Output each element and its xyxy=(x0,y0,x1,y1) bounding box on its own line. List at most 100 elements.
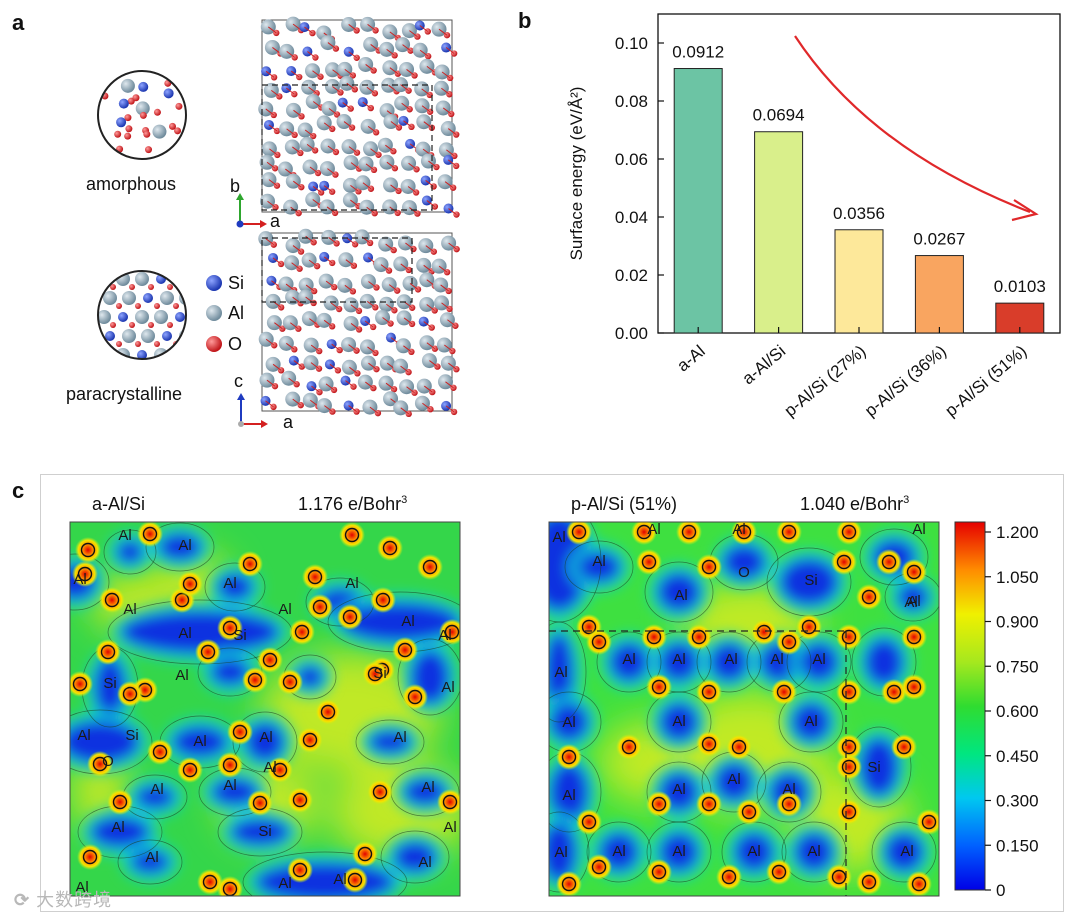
amorphous-label: amorphous xyxy=(86,174,177,194)
dashed-cell-top xyxy=(261,84,433,211)
o-hotspot xyxy=(117,681,143,707)
atom-label: Al xyxy=(812,651,825,668)
o-hotspot xyxy=(776,791,802,817)
low-density-well xyxy=(722,544,766,580)
al-atom xyxy=(360,118,376,134)
bond xyxy=(346,82,356,90)
low-density-well xyxy=(659,702,699,742)
o-atom xyxy=(129,322,135,328)
o-hotspot xyxy=(297,727,323,753)
atom-label: Al xyxy=(724,651,737,668)
o-hotspot xyxy=(87,751,113,777)
bond xyxy=(307,51,316,58)
legend-o-label: O xyxy=(228,334,243,354)
o-hotspot xyxy=(556,744,582,770)
atom-label: Al xyxy=(612,843,625,860)
bond xyxy=(385,243,394,251)
watermark-logo-icon: ⟳ xyxy=(14,890,31,910)
bond xyxy=(346,237,356,245)
bond xyxy=(309,166,319,174)
o-hotspot xyxy=(566,522,592,545)
o-atom-ring xyxy=(781,796,797,812)
bond xyxy=(292,296,301,304)
right-map-title: p-Al/Si (51%) xyxy=(571,494,678,514)
low-density-well xyxy=(609,642,649,682)
bond xyxy=(328,108,338,115)
atom-label: Si xyxy=(804,572,817,589)
map-blobs xyxy=(549,522,937,890)
bond xyxy=(271,280,280,288)
o-atom-ring xyxy=(232,724,248,740)
y-tick-label: 0.00 xyxy=(615,324,648,343)
atom-label: Si xyxy=(373,665,386,682)
o-atom xyxy=(143,130,151,138)
bond xyxy=(447,128,457,135)
low-density-well xyxy=(403,778,447,806)
atom-label: Al xyxy=(393,729,406,746)
o-atom-ring xyxy=(142,526,158,542)
bond xyxy=(312,101,322,108)
o-hotspot xyxy=(556,871,582,896)
o-atom-ring xyxy=(104,592,120,608)
o-atom-ring xyxy=(282,674,298,690)
bond xyxy=(323,256,333,264)
atom-label: Al xyxy=(562,714,575,731)
bond xyxy=(310,362,320,370)
panel-a-structures xyxy=(97,16,460,428)
atom-label: Al xyxy=(418,854,431,871)
bond xyxy=(388,284,398,292)
al-atom xyxy=(122,329,136,343)
low-density-well xyxy=(158,533,202,561)
atom-label: O xyxy=(738,564,750,581)
atom-label: Al xyxy=(554,664,567,681)
o-hotspot xyxy=(227,719,253,745)
bond xyxy=(269,148,278,156)
si-atom xyxy=(118,312,128,322)
atom-label: Al xyxy=(259,729,272,746)
atom-label: Al xyxy=(333,871,346,888)
bond xyxy=(423,385,433,393)
bond xyxy=(422,402,431,410)
bond xyxy=(292,23,302,31)
o-hotspot xyxy=(137,522,163,547)
o-atom-ring xyxy=(906,629,922,645)
low-density-well xyxy=(116,540,144,564)
o-hotspot xyxy=(776,629,802,655)
bond xyxy=(265,70,275,78)
bond xyxy=(305,284,315,292)
o-atom-ring xyxy=(771,864,787,880)
o-hotspot xyxy=(302,564,328,590)
atom-label: Al xyxy=(672,713,685,730)
bond xyxy=(403,301,413,309)
bond xyxy=(345,380,354,388)
o-hotspot xyxy=(901,559,927,585)
atom-label: Al xyxy=(118,527,131,544)
bond xyxy=(271,89,280,97)
low-density-well xyxy=(657,572,701,612)
dashed-cell-bottom xyxy=(261,237,413,303)
o-atom xyxy=(116,341,122,347)
axis-a-label-top: a xyxy=(270,211,281,231)
o-hotspot xyxy=(586,629,612,655)
bond xyxy=(288,377,297,385)
atom-label: Al xyxy=(804,713,817,730)
bond xyxy=(312,186,322,193)
o-atom-ring xyxy=(262,652,278,668)
bond xyxy=(400,263,410,271)
o-atom xyxy=(148,322,154,328)
colorbar-tick-label: 1.200 xyxy=(996,523,1039,542)
o-atom-ring xyxy=(342,609,358,625)
o-hotspot xyxy=(586,854,612,880)
o-atom-ring xyxy=(701,559,717,575)
o-hotspot xyxy=(75,537,101,563)
o-atom-ring xyxy=(292,792,308,808)
bond xyxy=(327,145,337,153)
bond xyxy=(426,65,436,73)
o-atom-ring xyxy=(861,874,877,890)
bond xyxy=(406,386,415,394)
bond xyxy=(368,362,377,370)
o-atom xyxy=(124,132,132,140)
o-hotspot xyxy=(676,522,702,545)
bond xyxy=(330,302,340,310)
o-hotspot xyxy=(731,522,757,545)
